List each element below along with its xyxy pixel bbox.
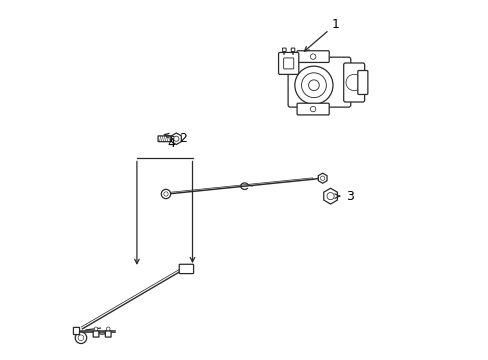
FancyBboxPatch shape bbox=[105, 331, 111, 337]
Circle shape bbox=[94, 327, 98, 330]
Circle shape bbox=[310, 106, 315, 112]
FancyBboxPatch shape bbox=[297, 51, 328, 62]
Circle shape bbox=[308, 80, 319, 91]
Circle shape bbox=[163, 192, 168, 196]
FancyBboxPatch shape bbox=[158, 136, 170, 141]
Circle shape bbox=[173, 136, 179, 141]
Text: 2: 2 bbox=[164, 132, 187, 145]
Circle shape bbox=[294, 66, 332, 104]
FancyBboxPatch shape bbox=[73, 327, 80, 334]
FancyBboxPatch shape bbox=[291, 48, 294, 51]
FancyBboxPatch shape bbox=[357, 71, 367, 94]
Circle shape bbox=[75, 332, 86, 343]
Circle shape bbox=[326, 193, 333, 200]
Circle shape bbox=[320, 176, 324, 180]
FancyBboxPatch shape bbox=[287, 57, 350, 107]
Text: 3: 3 bbox=[334, 190, 353, 203]
Circle shape bbox=[346, 74, 362, 91]
Circle shape bbox=[301, 73, 325, 98]
Circle shape bbox=[161, 189, 170, 199]
FancyBboxPatch shape bbox=[179, 264, 193, 274]
FancyBboxPatch shape bbox=[297, 103, 328, 115]
Text: 1: 1 bbox=[304, 18, 339, 51]
FancyBboxPatch shape bbox=[93, 331, 99, 337]
FancyBboxPatch shape bbox=[343, 63, 364, 102]
Text: 4: 4 bbox=[167, 136, 175, 149]
Circle shape bbox=[106, 327, 110, 330]
FancyBboxPatch shape bbox=[283, 58, 293, 69]
Circle shape bbox=[78, 335, 83, 341]
FancyBboxPatch shape bbox=[278, 53, 298, 75]
Circle shape bbox=[310, 54, 315, 59]
FancyBboxPatch shape bbox=[282, 48, 285, 51]
